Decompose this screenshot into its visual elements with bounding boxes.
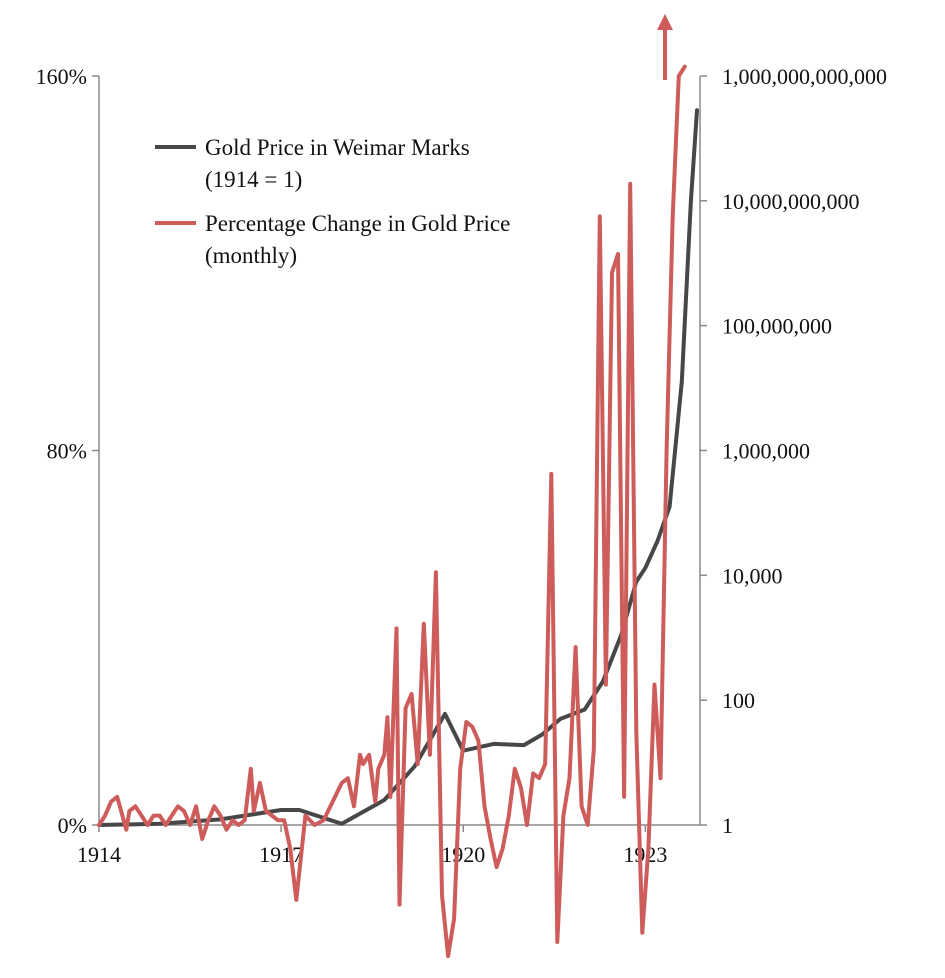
x-axis-ticks: 1914 1917 1920 1923 <box>77 825 667 867</box>
right-tick-label: 10,000 <box>722 563 783 588</box>
legend-label-pct-change-line2: (monthly) <box>205 243 297 268</box>
left-tick-label: 160% <box>36 64 87 89</box>
x-tick-label: 1917 <box>259 842 303 867</box>
left-tick-label: 0% <box>58 813 87 838</box>
right-tick-label: 100,000,000 <box>722 314 832 339</box>
left-axis-ticks: 160% 80% 0% <box>36 64 99 838</box>
right-tick-label: 1 <box>722 813 733 838</box>
right-tick-label: 100 <box>722 688 755 713</box>
right-tick-label: 10,000,000,000 <box>722 189 860 214</box>
gold-price-series-line <box>97 108 699 827</box>
x-tick-label: 1914 <box>77 842 121 867</box>
right-axis-ticks: 1,000,000,000,000 10,000,000,000 100,000,0… <box>700 64 887 838</box>
right-tick-label: 1,000,000,000,000 <box>722 64 887 89</box>
legend-label-gold-price-line2: (1914 = 1) <box>205 167 302 192</box>
legend-label-gold-price-line1: Gold Price in Weimar Marks <box>205 135 470 160</box>
legend-label-pct-change-line1: Percentage Change in Gold Price <box>205 211 510 236</box>
legend: Gold Price in Weimar Marks (1914 = 1) Pe… <box>155 135 510 268</box>
right-tick-label: 1,000,000 <box>722 439 810 464</box>
left-tick-label: 80% <box>47 439 87 464</box>
x-tick-label: 1920 <box>441 842 485 867</box>
percentage-change-series-line <box>97 64 687 959</box>
